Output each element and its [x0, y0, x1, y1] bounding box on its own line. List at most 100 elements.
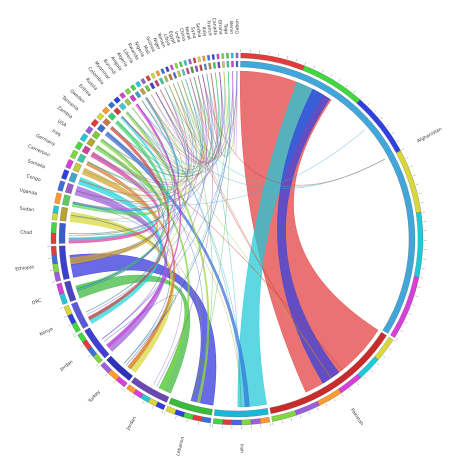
sector-stack-block — [77, 332, 87, 343]
sector-stack-block — [174, 409, 185, 418]
sector-arc-drc — [64, 280, 77, 302]
axis-tick — [299, 415, 302, 418]
sector-label: Afghanistan — [416, 126, 443, 144]
axis-tick — [401, 148, 405, 151]
axis-tick — [198, 422, 199, 426]
sector-label: Mali — [142, 44, 151, 55]
axis-tick — [60, 307, 63, 309]
minor-flow-link — [181, 76, 214, 160]
sector-arc-russia — [113, 107, 122, 116]
sector-arc-china — [190, 66, 195, 74]
sector-arc-jordan — [84, 327, 110, 359]
minor-flow-link — [146, 71, 223, 163]
sector-stack-block — [155, 70, 161, 77]
sector-arc-iran — [213, 408, 269, 418]
sector-arc-liberia — [144, 84, 151, 93]
sector-arc-myanmar — [124, 98, 132, 106]
sector-arc-rwanda — [149, 82, 156, 90]
axis-tick — [412, 304, 415, 306]
sector-stack-block — [54, 192, 62, 205]
minor-flow-link — [121, 91, 190, 173]
sector-stack-block — [56, 282, 65, 295]
minor-flow-link — [111, 72, 219, 173]
axis-tick — [80, 345, 84, 348]
axis-tick — [412, 174, 416, 176]
axis-tick — [272, 422, 274, 426]
sector-stack-block — [53, 271, 61, 282]
sector-arc-nigeria — [154, 79, 160, 87]
axis-tick — [269, 423, 271, 427]
minor-flow-links — [69, 70, 385, 407]
sector-stack-block — [390, 276, 420, 338]
sector-label: Ethiopia — [15, 264, 35, 272]
minor-flow-link — [79, 73, 215, 196]
minor-flow-link — [193, 70, 238, 157]
flow-ribbon — [75, 120, 169, 292]
sector-arc-turkey — [106, 355, 133, 381]
sector-arc-cameroon — [72, 162, 82, 173]
axis-tick — [186, 419, 188, 423]
sector-label: Pakistan — [349, 407, 365, 426]
sector-label: India — [173, 31, 182, 44]
minor-flow-link — [232, 70, 238, 156]
axis-tick — [68, 324, 71, 327]
axis-tick — [321, 69, 324, 73]
sector-stack-block — [192, 414, 203, 422]
sector-label: China — [178, 28, 187, 42]
sector-label: Turkey — [87, 389, 102, 405]
axis-tick — [330, 74, 332, 78]
sector-arc-colombia — [118, 102, 127, 111]
axis-tick — [396, 140, 400, 143]
axis-tick — [97, 366, 100, 369]
minor-flow-link — [76, 153, 161, 209]
minor-flow-link — [76, 81, 194, 290]
sector-arc-sweden — [102, 118, 111, 127]
sector-stack-block — [65, 159, 74, 170]
sector-label: Canada — [211, 17, 219, 35]
axis-tick — [142, 401, 144, 404]
sector-label: Germany — [35, 133, 57, 148]
sector-stack-block — [51, 212, 58, 221]
axis-tick — [304, 61, 307, 65]
axis-tick — [417, 286, 421, 288]
axis-tick — [281, 420, 283, 424]
sector-label: Serbia — [194, 23, 203, 39]
sector-arc-serbia — [203, 63, 208, 71]
sector-stack-block — [413, 212, 424, 278]
minor-flow-link — [73, 201, 159, 315]
axis-tick — [132, 395, 135, 399]
sector-arc-gabon — [235, 60, 239, 68]
sector-label: Egypt — [167, 30, 177, 45]
sector-label: Ghana — [216, 19, 223, 35]
minor-flow-link — [141, 100, 247, 407]
sector-label: Iraq — [51, 128, 62, 138]
axis-tick — [408, 313, 412, 315]
minor-flow-link — [116, 79, 202, 172]
axis-tick — [268, 51, 270, 55]
axis-tick — [341, 393, 344, 397]
sector-arc-eritrea — [107, 112, 117, 121]
minor-flow-link — [70, 139, 163, 262]
sector-stack-block — [226, 53, 229, 59]
axis-tick — [175, 415, 177, 419]
sector-arc-afghanistan — [240, 60, 416, 334]
axis-tick — [409, 165, 413, 168]
sector-stack-block — [216, 53, 220, 60]
sector-stack-block — [206, 54, 211, 61]
minor-flow-link — [83, 80, 197, 192]
minor-flow-link — [91, 87, 189, 185]
axis-tick — [395, 338, 399, 340]
sector-stack-block — [241, 419, 252, 426]
minor-flow-link — [141, 72, 217, 164]
axis-tick — [380, 116, 383, 120]
axis-tick — [394, 340, 397, 343]
sector-arc-kenya — [71, 301, 89, 329]
minor-flow-link — [77, 139, 165, 292]
sector-stack-block — [231, 419, 242, 426]
sector-arc-jordan — [130, 377, 170, 403]
sector-arc-chad — [58, 222, 66, 244]
sector-stack-block — [202, 55, 206, 62]
sector-stack-block — [169, 64, 174, 71]
sector-arc-niger — [168, 73, 173, 81]
minor-flow-link — [75, 191, 183, 385]
